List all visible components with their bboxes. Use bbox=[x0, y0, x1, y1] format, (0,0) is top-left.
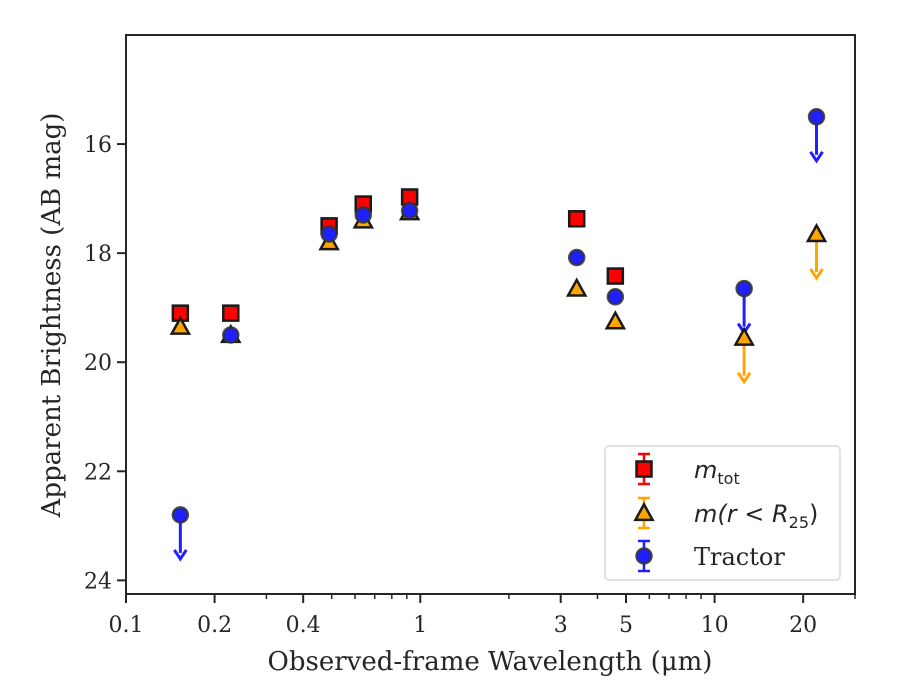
y-axis-label: Apparent Brightness (AB mag) bbox=[37, 113, 67, 519]
x-tick-label-2: 0.4 bbox=[286, 613, 321, 638]
legend-marker-0 bbox=[635, 460, 653, 478]
point-s1-0 bbox=[169, 315, 192, 335]
point-s2-2 bbox=[354, 206, 373, 224]
legend-label-0: mtot bbox=[694, 456, 740, 488]
y-tick-label-0: 16 bbox=[84, 133, 112, 158]
x-tick-label-5: 5 bbox=[619, 613, 633, 638]
legend-label-sub-1: 25 bbox=[789, 513, 809, 532]
upper-limit-point-s2-1 bbox=[735, 279, 753, 298]
legend-label-tail-1: ) bbox=[809, 500, 818, 528]
upper-limit-arrowhead-s1-0 bbox=[736, 371, 752, 385]
x-tick-label-4: 3 bbox=[554, 613, 568, 638]
plot-frame bbox=[125, 34, 856, 595]
legend: mtot m(r < R25) Tractor bbox=[604, 445, 841, 581]
legend-label-1: m(r < R25) bbox=[694, 500, 818, 532]
point-s2-1 bbox=[320, 225, 338, 243]
upper-limit-arrowhead-s2-0 bbox=[173, 549, 188, 562]
y-tick-label-1: 18 bbox=[84, 242, 112, 267]
data-points bbox=[169, 108, 828, 524]
x-tick-label-3: 1 bbox=[413, 613, 427, 638]
point-s1-5 bbox=[565, 277, 588, 297]
point-s0-6 bbox=[606, 267, 625, 285]
point-s2-0 bbox=[222, 326, 240, 344]
legend-label-2: Tractor bbox=[694, 543, 785, 571]
x-axis-ticks: 0.1 0.2 0.4 1 3 5 10 20 bbox=[109, 594, 856, 638]
legend-label-sub-0: tot bbox=[717, 469, 739, 488]
point-s0-1 bbox=[222, 304, 240, 322]
point-s2-3 bbox=[400, 201, 419, 220]
legend-marker-1 bbox=[633, 501, 655, 522]
point-s0-5 bbox=[567, 210, 586, 228]
y-axis-ticks: 16 18 20 22 24 bbox=[84, 133, 126, 594]
upper-limit-arrowhead-s1-1 bbox=[809, 268, 824, 281]
x-axis-label: Observed-frame Wavelength (μm) bbox=[268, 647, 713, 677]
point-s1-6 bbox=[604, 310, 627, 330]
x-tick-label-0: 0.1 bbox=[109, 613, 144, 638]
y-tick-label-3: 22 bbox=[84, 460, 112, 485]
x-tick-label-7: 20 bbox=[789, 613, 817, 638]
x-tick-label-6: 10 bbox=[701, 613, 729, 638]
legend-label-base-0: m bbox=[694, 456, 717, 484]
upper-limit-point-s2-0 bbox=[171, 506, 190, 524]
y-tick-label-2: 20 bbox=[84, 351, 112, 376]
legend-label-base-1: m(r < R bbox=[694, 500, 789, 528]
y-tick-label-4: 24 bbox=[84, 569, 112, 594]
upper-limit-arrowhead-s2-2 bbox=[809, 150, 824, 164]
legend-box bbox=[604, 445, 841, 581]
upper-limit-point-s2-2 bbox=[807, 108, 826, 126]
upper-limit-point-s1-1 bbox=[805, 222, 828, 243]
point-s2-5 bbox=[606, 288, 625, 306]
point-s2-4 bbox=[567, 248, 586, 267]
x-tick-label-1: 0.2 bbox=[197, 613, 232, 638]
legend-marker-2 bbox=[635, 547, 653, 565]
upper-limit-point-s1-0 bbox=[733, 326, 755, 346]
